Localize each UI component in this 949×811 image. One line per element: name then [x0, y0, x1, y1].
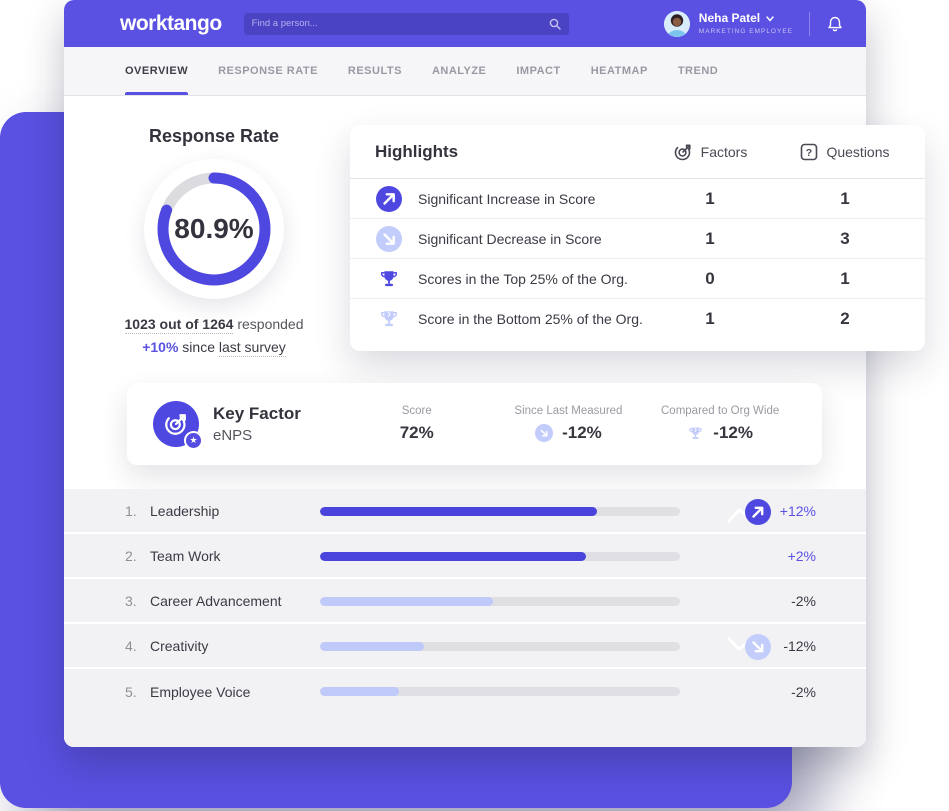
svg-text:?: ? [806, 146, 812, 158]
factors-value: 1 [705, 309, 715, 328]
factors-value: 1 [705, 188, 715, 208]
response-rate-percent: 80.9% [174, 213, 254, 244]
trophy-muted-icon [687, 425, 704, 442]
tab-trend[interactable]: TREND [677, 65, 719, 77]
user-meta: Neha Patel MARKETING EMPLOYEE [698, 11, 793, 35]
decrease-mini-icon [535, 424, 554, 442]
response-rate-section: Response Rate 80.9% 1023 out of 1264 res… [64, 126, 364, 357]
highlight-row-bottom25: Score in the Bottom 25% of the Org. 1 2 [350, 299, 925, 339]
score-bar [320, 642, 680, 651]
score-bar [320, 687, 680, 696]
trophy-icon [376, 268, 402, 290]
trophy-muted-icon [376, 308, 402, 330]
compared-value: -12% [713, 423, 753, 442]
factor-row-career-advancement[interactable]: 3. Career Advancement -2% [64, 579, 866, 624]
dashboard-content: Response Rate 80.9% 1023 out of 1264 res… [64, 96, 925, 747]
highlight-row-top25: Scores in the Top 25% of the Org. 0 1 [350, 259, 925, 299]
highlights-header: Highlights Factors ? Questions [350, 125, 925, 179]
tab-results[interactable]: RESULTS [347, 65, 402, 77]
highlight-row-decrease: Significant Decrease in Score 1 3 [350, 219, 925, 259]
highlights-panel: Highlights Factors ? Questions [350, 125, 925, 351]
score-bar [320, 507, 680, 516]
since-value: -12% [562, 423, 602, 442]
key-factor-target-icon: ★ [153, 401, 203, 450]
bell-icon[interactable] [826, 15, 844, 33]
compared-org-column: Compared to Org Wide -12% [661, 405, 780, 442]
response-rate-donut: 80.9% [144, 159, 284, 299]
score-value: 72% [399, 423, 434, 442]
delta-line: +10% since last survey [142, 339, 286, 357]
questions-column-header: ? Questions [775, 143, 915, 161]
search-icon [549, 18, 561, 30]
questions-value: 2 [840, 309, 850, 328]
app-window: worktango Neha Patel [64, 0, 925, 747]
user-menu[interactable]: Neha Patel MARKETING EMPLOYEE [663, 10, 793, 37]
search-box[interactable] [243, 12, 569, 35]
trend-up-icon [726, 497, 772, 532]
factor-row-creativity[interactable]: 4. Creativity -12% [64, 624, 866, 669]
key-factor-card: ★ Key Factor eNPS Score 72% Since Last M… [127, 383, 822, 465]
highlight-label: Significant Decrease in Score [418, 230, 602, 247]
questions-value: 3 [840, 228, 850, 248]
responded-line: 1023 out of 1264 responded [124, 316, 304, 334]
delta-value: +10% [142, 339, 179, 355]
since-last-measured-column: Since Last Measured -12% [514, 405, 623, 442]
header-divider [809, 11, 810, 36]
factors-value: 0 [705, 268, 715, 288]
tab-response-rate[interactable]: RESPONSE RATE [218, 65, 318, 77]
factor-row-team-work[interactable]: 2. Team Work +2% [64, 534, 866, 579]
score-bar [320, 597, 680, 606]
factor-row-leadership[interactable]: 1. Leadership +12% [64, 489, 866, 534]
factors-column-header: Factors [645, 142, 775, 162]
question-icon: ? [801, 143, 818, 160]
change-value: -2% [791, 592, 816, 609]
worktango-logo: worktango [120, 11, 222, 35]
change-value: +12% [779, 502, 816, 519]
user-role: MARKETING EMPLOYEE [698, 27, 793, 35]
questions-value: 1 [840, 268, 850, 288]
highlight-row-increase: Significant Increase in Score 1 1 [350, 179, 925, 219]
tab-analyze[interactable]: ANALYZE [431, 65, 487, 77]
tab-overview[interactable]: OVERVIEW [125, 47, 189, 95]
trend-down-icon [726, 632, 772, 667]
change-value: -2% [791, 683, 816, 700]
key-factor-title: Key Factor [213, 404, 301, 423]
score-bar [320, 552, 680, 561]
search-input[interactable] [251, 18, 549, 29]
factor-ranking-list: 1. Leadership +12% 2. Team Work +2% [64, 489, 866, 747]
user-name: Neha Patel [698, 11, 761, 26]
star-badge-icon: ★ [184, 431, 203, 450]
highlight-label: Significant Increase in Score [418, 190, 596, 207]
factors-value: 1 [705, 228, 715, 248]
target-icon [674, 144, 691, 160]
chevron-down-icon[interactable] [766, 16, 774, 22]
tab-heatmap[interactable]: HEATMAP [590, 65, 648, 77]
highlight-label: Score in the Bottom 25% of the Org. [418, 311, 643, 327]
questions-value: 1 [840, 188, 850, 208]
avatar[interactable] [663, 10, 690, 37]
app-header: worktango Neha Patel [64, 0, 866, 47]
highlights-title: Highlights [375, 141, 459, 161]
factor-row-employee-voice[interactable]: 5. Employee Voice -2% [125, 683, 816, 700]
donut-progress [157, 172, 271, 286]
increase-circle-icon [376, 185, 402, 212]
tab-impact[interactable]: IMPACT [516, 65, 561, 77]
change-value: +2% [787, 547, 816, 564]
highlight-label: Scores in the Top 25% of the Org. [418, 270, 628, 287]
key-factor-name: eNPS [213, 427, 253, 444]
change-value: -12% [783, 637, 816, 654]
response-rate-title: Response Rate [148, 126, 280, 146]
tab-bar: OVERVIEW RESPONSE RATE RESULTS ANALYZE I… [64, 47, 866, 96]
decrease-circle-icon [376, 225, 402, 252]
score-column: Score 72% [341, 405, 493, 443]
